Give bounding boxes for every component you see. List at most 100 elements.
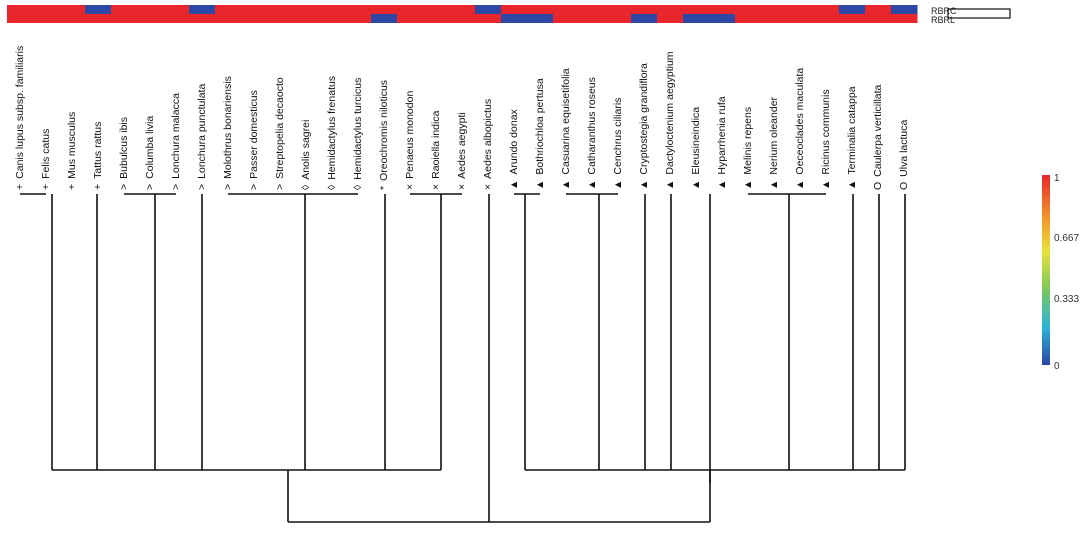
leaf-label: ▲ Casuarina equisetifolia	[560, 68, 572, 190]
heatmap-cell-rbrc	[605, 5, 632, 14]
heatmap-cell-rbrc	[7, 5, 34, 14]
colorbar-tick-0: 0	[1054, 361, 1060, 372]
leaf-label: ◊ Hemidactylus frenatus	[326, 76, 338, 190]
heatmap-cell-rbrc	[813, 5, 840, 14]
heatmap-cell-rbrc	[371, 5, 398, 14]
heatmap-cell-rbrl	[527, 14, 554, 23]
heatmap-cell-rbrl	[501, 14, 528, 23]
heatmap-cell-rbrl	[631, 14, 658, 23]
heatmap-cell-rbrl	[111, 14, 138, 23]
heatmap-cell-rbrc	[293, 5, 320, 14]
heatmap-cell-rbrc	[501, 5, 528, 14]
leaf-label: + Tattus rattus	[92, 122, 104, 190]
leaf-marker: ▲	[508, 180, 520, 190]
leaf-label: ▲ Catharanthus roseus	[586, 77, 598, 190]
leaf-marker: >	[144, 184, 156, 190]
leaf-name: Bothriochloa pertusa	[534, 78, 546, 174]
colorbar-tick-1: 1	[1054, 173, 1060, 184]
heatmap-cell-rbrl	[423, 14, 450, 23]
colorbar-gradient	[1042, 175, 1050, 365]
leaf-label: ▲ Melinis repens	[742, 107, 754, 190]
heatmap-cell-rbrl	[59, 14, 86, 23]
leaf-marker: ▲	[794, 180, 806, 190]
heatmap-cell-rbrl	[397, 14, 424, 23]
dendrogram-tree	[20, 193, 906, 523]
leaf-label: ▲ Arundo donax	[508, 108, 520, 190]
heatmap-cell-rbrl	[241, 14, 268, 23]
leaf-label: > Lonchura punctulata	[196, 84, 208, 190]
leaf-label: + Felis catus	[40, 129, 52, 190]
heatmap-cell-rbrc	[59, 5, 86, 14]
heatmap-cell-rbrc	[631, 5, 658, 14]
leaf-label: × Aedes aegypti	[456, 112, 468, 190]
leaf-label: > Streptopelia decaocto	[274, 77, 286, 190]
leaf-label: × Raoiella indica	[430, 110, 442, 190]
heatmap-cell-rbrl	[865, 14, 892, 23]
leaf-name: Felis catus	[40, 129, 52, 179]
leaf-marker: >	[248, 184, 260, 190]
leaf-label: O Caulerpa verticillata	[872, 84, 884, 190]
heatmap-cell-rbrc	[475, 5, 502, 14]
leaf-name: Penaeus monodon	[404, 91, 416, 179]
heatmap-row-labels: RBRC RBRL	[931, 6, 1011, 25]
row-label-rbrc: RBRC	[931, 6, 957, 16]
heatmap-cell-rbrl	[163, 14, 190, 23]
heatmap-cell-rbrc	[319, 5, 346, 14]
leaf-marker: ▲	[560, 180, 572, 190]
heatmap-cell-rbrl	[7, 14, 34, 23]
heatmap-cell-rbrl	[85, 14, 112, 23]
leaf-label: > Bubulcus ibis	[118, 117, 130, 190]
leaf-name: Eleusineindica	[690, 107, 702, 175]
heatmap-cell-rbrc	[553, 5, 580, 14]
leaf-marker: ▲	[586, 180, 598, 190]
leaf-name: Canis lupus subsp. familiaris	[14, 46, 26, 179]
leaf-label: > Lonchura malacca	[170, 93, 182, 190]
leaf-label: + Mus musculus	[66, 112, 78, 190]
leaf-marker: ▲	[664, 180, 676, 190]
heatmap-cell-rbrc	[683, 5, 710, 14]
leaf-name: Hyparrhenia rufa	[716, 96, 728, 174]
leaf-label: > Columba livia	[144, 116, 156, 190]
heatmap-cell-rbrc	[527, 5, 554, 14]
leaf-name: Aedes albopictus	[482, 99, 494, 179]
leaf-name: Raoiella indica	[430, 110, 442, 178]
leaf-name: Cryptostegia grandiflora	[638, 63, 650, 175]
leaf-name: Ricinus communis	[820, 89, 832, 174]
heatmap-cell-rbrc	[111, 5, 138, 14]
leaf-label: O Ulva lactuca	[898, 119, 910, 190]
heatmap-cell-rbrc	[761, 5, 788, 14]
leaf-marker: >	[170, 184, 182, 190]
leaf-name: Caulerpa verticillata	[872, 84, 884, 176]
leaf-label: ▲ Cryptostegia grandiflora	[638, 63, 650, 190]
row-label-rbrl: RBRL	[931, 15, 955, 25]
leaf-name: Molothrus bonariensis	[222, 76, 234, 179]
heatmap-cell-rbrc	[267, 5, 294, 14]
leaf-name: Nerium oleander	[768, 96, 780, 174]
leaf-name: Aedes aegypti	[456, 112, 468, 179]
leaf-label: ▲ Oeceoclades maculata	[794, 68, 806, 190]
leaf-marker: ◊	[326, 184, 338, 190]
leaf-marker: ▲	[846, 180, 858, 190]
heatmap-cell-rbrc	[397, 5, 424, 14]
leaf-label: > Molothrus bonariensis	[222, 76, 234, 190]
leaf-name: Lonchura punctulata	[196, 84, 208, 179]
leaf-label: ▲ Ricinus communis	[820, 89, 832, 190]
leaf-marker: ▲	[742, 180, 754, 190]
heatmap-cell-rbrl	[371, 14, 398, 23]
leaf-name: Casuarina equisetifolia	[560, 68, 572, 174]
leaf-marker: ×	[482, 184, 494, 190]
leaf-name: Ulva lactuca	[898, 119, 910, 176]
leaf-marker: +	[92, 184, 104, 190]
heatmap-cell-rbrc	[423, 5, 450, 14]
heatmap-cell-rbrl	[475, 14, 502, 23]
heatmap-cell-rbrl	[787, 14, 814, 23]
colorbar-tick-0333: 0.333	[1054, 294, 1079, 305]
heatmap-cell-rbrc	[891, 5, 918, 14]
leaf-marker: ◊	[352, 184, 364, 190]
leaf-label: × Penaeus monodon	[404, 91, 416, 190]
heatmap-cell-rbrl	[579, 14, 606, 23]
heatmap-cell-rbrc	[657, 5, 684, 14]
leaf-label: ▲ Nerium oleander	[768, 96, 780, 190]
heatmap-cell-rbrc	[241, 5, 268, 14]
leaf-marker: ▲	[820, 180, 832, 190]
